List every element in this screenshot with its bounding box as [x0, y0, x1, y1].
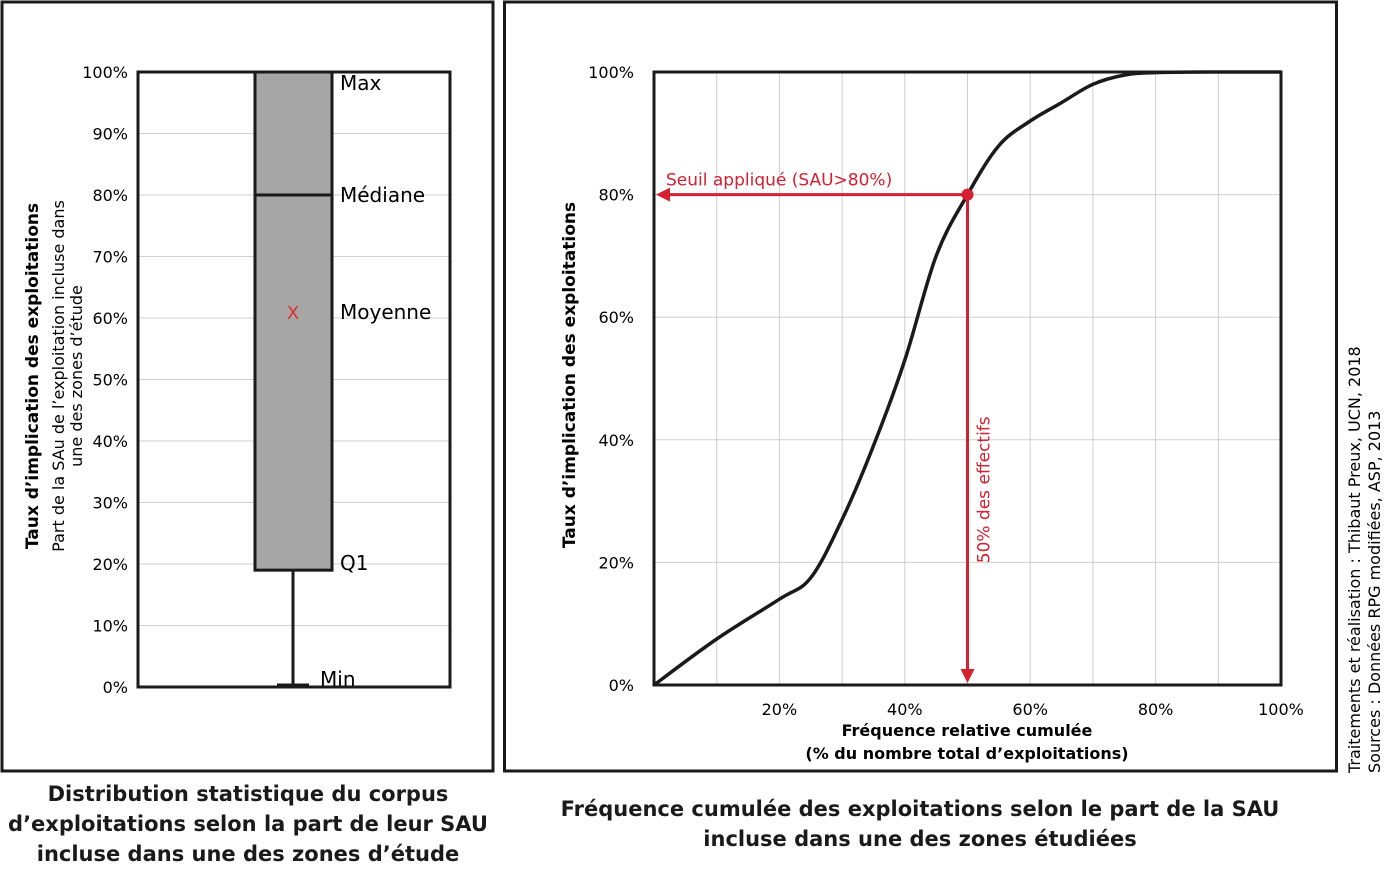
cdf-y-tick-label: 20%	[598, 553, 634, 572]
boxplot-box	[253, 70, 334, 572]
cdf-y-tick-label: 60%	[598, 308, 634, 327]
boxplot-y-tick-label: 100%	[82, 63, 128, 82]
boxplot-y-tick-label: 10%	[92, 617, 128, 636]
boxplot-y-axis-subtitle-1: Part de la SAu de l’exploitation incluse…	[49, 200, 68, 552]
threshold-arrow-head-down	[960, 669, 975, 683]
boxplot-y-tick-label: 20%	[92, 555, 128, 574]
cdf-x-tick-label: 40%	[887, 700, 923, 719]
boxplot-label-q1: Q1	[340, 551, 368, 575]
boxplot-caption-line-3: incluse dans une des zones d’étude	[36, 842, 460, 866]
threshold-label: Seuil appliqué (SAU>80%)	[666, 171, 892, 191]
threshold-point	[961, 188, 974, 201]
cdf-x-tick-label: 20%	[762, 700, 798, 719]
boxplot-label-min: Min	[320, 667, 356, 691]
cdf-x-tick-label: 100%	[1258, 700, 1304, 719]
cdf-x-tick-label: 80%	[1138, 700, 1174, 719]
cdf-curve	[652, 70, 1282, 687]
credits-line-1: Traitements et réalisation : Thibaut Pre…	[1346, 346, 1364, 774]
cdf-x-axis-title-1: Fréquence relative cumulée	[842, 721, 1093, 740]
boxplot-frame	[0, 0, 495, 773]
boxplot-y-tick-label: 70%	[92, 248, 128, 267]
cdf-plot-area	[652, 70, 1283, 687]
credits: Traitements et réalisation : Thibaut Pre…	[1346, 346, 1384, 774]
boxplot-y-ticks: 0% 10% 20% 30% 40% 50% 60% 70% 80% 90% 100%	[82, 63, 128, 697]
boxplot-y-tick-label: 80%	[92, 186, 128, 205]
boxplot-y-tick-label: 40%	[92, 432, 128, 451]
boxplot-label-median: Médiane	[340, 183, 425, 207]
boxplot-panel: 0%10%20%30%40%50%60%70%80%90%100% X Max …	[0, 0, 495, 773]
boxplot-caption-line-1: Distribution statistique du corpus	[47, 782, 449, 806]
boxplot-label-mean: Moyenne	[340, 300, 431, 324]
boxplot-y-tick-label: 50%	[92, 371, 128, 390]
cdf-frame	[503, 0, 1338, 773]
cdf-panel: 0% 20% 40% 60% 80% 100% 20% 40% 60% 80% 100% Seui…	[503, 0, 1338, 773]
cdf-caption-line-2: incluse dans une des zones étudiées	[703, 827, 1137, 851]
cdf-x-axis-title-2: (% du nombre total d’exploitations)	[805, 744, 1128, 763]
credits-line-2: Sources : Données RPG modifiées, ASP, 20…	[1365, 411, 1384, 774]
boxplot-y-tick-label: 30%	[92, 494, 128, 513]
cdf-y-tick-label: 0%	[609, 676, 634, 695]
cdf-y-tick-label: 80%	[598, 186, 634, 205]
boxplot-y-axis-title: Taux d’implication des exploitations	[23, 203, 43, 549]
boxplot-mean-marker: X	[287, 303, 299, 324]
threshold-arrow-head-left	[656, 187, 670, 202]
boxplot-caption-line-2: d’exploitations selon la part de leur SA…	[8, 812, 488, 836]
effectifs-label: 50% des effectifs	[975, 416, 995, 563]
cdf-caption-line-1: Fréquence cumulée des exploitations selo…	[560, 797, 1280, 821]
boxplot-y-tick-label: 0%	[103, 678, 128, 697]
boxplot-y-tick-label: 90%	[92, 125, 128, 144]
cdf-y-ticks: 0% 20% 40% 60% 80% 100%	[588, 63, 634, 695]
boxplot-y-tick-label: 60%	[92, 309, 128, 328]
boxplot-y-axis-subtitle-2: une des zones d’étude	[67, 285, 86, 467]
cdf-y-tick-label: 100%	[588, 63, 634, 82]
boxplot-caption: Distribution statistique du corpus d’exp…	[0, 779, 496, 869]
cdf-caption: Fréquence cumulée des exploitations selo…	[503, 794, 1337, 854]
cdf-x-tick-label: 60%	[1012, 700, 1048, 719]
cdf-y-axis-title: Taux d’implication des exploitations	[560, 202, 580, 548]
cdf-y-tick-label: 40%	[598, 431, 634, 450]
boxplot-label-max: Max	[340, 71, 382, 95]
cdf-x-ticks: 20% 40% 60% 80% 100%	[762, 700, 1304, 719]
